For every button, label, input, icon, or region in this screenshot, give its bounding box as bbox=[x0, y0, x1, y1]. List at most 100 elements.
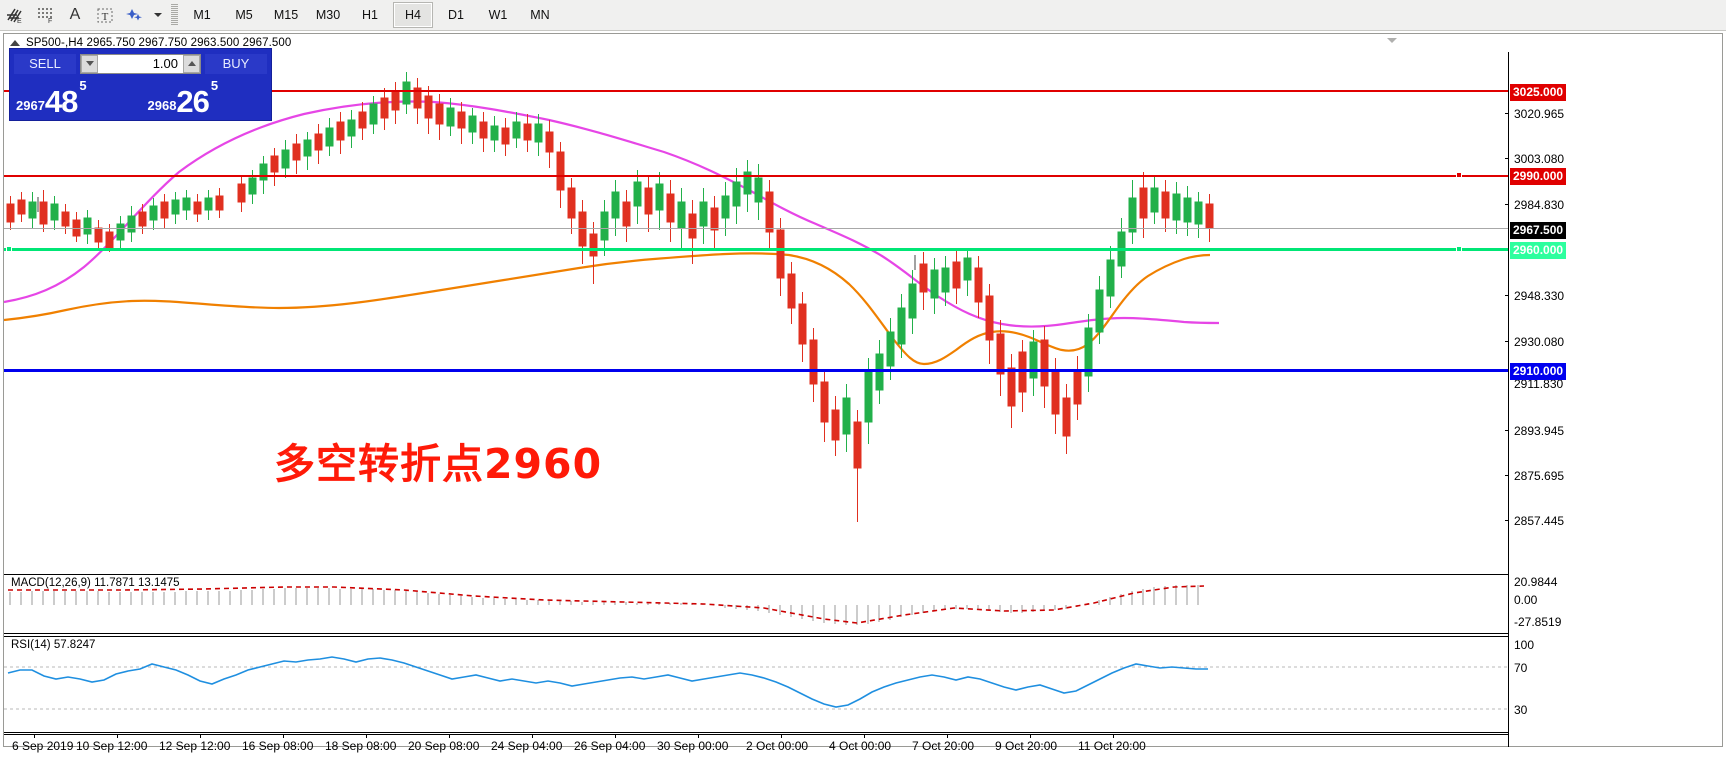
buy-price-big: 26 bbox=[176, 84, 209, 119]
volume-increase-button[interactable] bbox=[183, 54, 200, 73]
time-tick bbox=[366, 734, 367, 738]
rsi-series bbox=[4, 656, 1508, 710]
grid-icon[interactable]: F bbox=[30, 2, 60, 28]
price-plot-area[interactable]: 多空转折点2960 bbox=[4, 52, 1508, 704]
volume-value[interactable]: 1.00 bbox=[152, 56, 178, 71]
price-tick-label: 2948.330 bbox=[1514, 289, 1565, 303]
time-label: 24 Sep 04:00 bbox=[491, 739, 563, 753]
rsi-indicator-panel[interactable]: RSI(14) 57.8247 bbox=[4, 636, 1508, 733]
timeframe-m15[interactable]: M15 bbox=[273, 8, 299, 22]
rsi-scale-100: 100 bbox=[1514, 638, 1535, 652]
axis-tick bbox=[1505, 341, 1509, 342]
price-label-2960[interactable]: 2960.000 bbox=[1510, 242, 1567, 259]
time-axis[interactable]: 6 Sep 2019 10 Sep 12:00 12 Sep 12:00 16 … bbox=[4, 734, 1508, 761]
price-tick-label: 3003.080 bbox=[1514, 152, 1565, 166]
time-label: 16 Sep 08:00 bbox=[242, 739, 314, 753]
volume-decrease-button[interactable] bbox=[81, 54, 98, 73]
price-label-2990[interactable]: 2990.000 bbox=[1510, 168, 1567, 185]
time-tick bbox=[449, 734, 450, 738]
timeframe-m1[interactable]: M1 bbox=[193, 8, 211, 22]
time-tick bbox=[781, 734, 782, 738]
time-tick bbox=[34, 734, 35, 738]
price-label-3025[interactable]: 3025.000 bbox=[1510, 84, 1567, 101]
macd-scale-zero: 0.00 bbox=[1514, 593, 1538, 607]
indicators-icon[interactable]: E bbox=[0, 2, 30, 28]
axis-tick bbox=[1505, 475, 1509, 476]
chevron-down-icon[interactable] bbox=[150, 2, 166, 28]
time-label: 9 Oct 20:00 bbox=[995, 739, 1058, 753]
volume-stepper[interactable]: 1.00 bbox=[80, 53, 201, 74]
chart-annotation-text: 多空转折点2960 bbox=[274, 440, 603, 488]
timeframe-h1[interactable]: H1 bbox=[362, 8, 378, 22]
text-font-icon[interactable]: A bbox=[69, 6, 81, 23]
level-line-2990 bbox=[4, 175, 1508, 177]
time-label: 10 Sep 12:00 bbox=[76, 739, 148, 753]
level-handle-2960-left[interactable] bbox=[6, 246, 12, 252]
timeframe-mn[interactable]: MN bbox=[530, 8, 550, 22]
axis-tick bbox=[1505, 430, 1509, 431]
svg-text:E: E bbox=[17, 18, 22, 24]
text-label-icon[interactable]: T bbox=[90, 2, 120, 28]
price-label-2910[interactable]: 2910.000 bbox=[1510, 363, 1567, 380]
timeframe-d1[interactable]: D1 bbox=[448, 8, 464, 22]
timeframe-m30[interactable]: M30 bbox=[315, 8, 341, 22]
time-tick bbox=[698, 734, 699, 738]
one-click-trading-panel[interactable]: SELL 1.00 BUY 2967 48 5 2968 26 5 bbox=[9, 48, 272, 121]
buy-button[interactable]: BUY bbox=[205, 53, 267, 74]
level-line-2960 bbox=[4, 248, 1508, 251]
price-tick-label: 2875.695 bbox=[1514, 469, 1565, 483]
price-tick-label: 3020.965 bbox=[1514, 107, 1565, 121]
macd-series bbox=[8, 585, 1205, 625]
sell-price-cell[interactable]: 2967 48 5 bbox=[10, 75, 142, 120]
objects-icon[interactable] bbox=[120, 2, 150, 28]
timeframe-w1[interactable]: W1 bbox=[488, 8, 508, 22]
price-axis[interactable]: 3020.965 3003.080 2984.830 2948.330 2930… bbox=[1505, 52, 1722, 747]
main-toolbar: E F A T M1 M5 M15 M30 H1 H4 D1 W1 bbox=[0, 0, 1726, 31]
time-tick bbox=[1030, 734, 1031, 738]
time-label: 4 Oct 00:00 bbox=[829, 739, 892, 753]
time-label: 11 Oct 20:00 bbox=[1078, 739, 1146, 753]
level-line-2910 bbox=[4, 369, 1508, 372]
axis-tick bbox=[1505, 158, 1509, 159]
time-tick bbox=[947, 734, 948, 738]
symbol-ohlc-text: SP500-,H4 2965.750 2967.750 2963.500 296… bbox=[26, 36, 292, 49]
axis-tick bbox=[1505, 520, 1509, 521]
sell-price-integer: 2967 bbox=[16, 98, 45, 113]
time-label: 2 Oct 00:00 bbox=[746, 739, 809, 753]
current-price-line bbox=[4, 228, 1508, 229]
time-tick bbox=[117, 734, 118, 738]
level-handle-2960[interactable] bbox=[1456, 246, 1462, 252]
time-label: 7 Oct 20:00 bbox=[912, 739, 975, 753]
rsi-scale-70: 70 bbox=[1514, 661, 1528, 675]
timeframe-h4[interactable]: H4 bbox=[393, 2, 433, 28]
macd-indicator-panel[interactable]: MACD(12,26,9) 11.7871 13.1475 bbox=[4, 574, 1508, 634]
time-label: 12 Sep 12:00 bbox=[159, 739, 231, 753]
axis-tick bbox=[1505, 204, 1509, 205]
axis-tick bbox=[1505, 113, 1509, 114]
price-label-current[interactable]: 2967.500 bbox=[1510, 222, 1567, 239]
collapse-triangle-icon[interactable] bbox=[10, 39, 20, 46]
price-tick-label: 2911.830 bbox=[1514, 377, 1564, 391]
rsi-scale-30: 30 bbox=[1514, 703, 1528, 717]
price-tick-label: 2857.445 bbox=[1514, 514, 1565, 528]
macd-scale-max: 20.9844 bbox=[1514, 575, 1558, 589]
svg-text:T: T bbox=[102, 11, 109, 23]
price-quote-row: 2967 48 5 2968 26 5 bbox=[10, 75, 271, 120]
trade-controls-row: SELL 1.00 BUY bbox=[10, 49, 271, 75]
time-label: 20 Sep 08:00 bbox=[408, 739, 480, 753]
chevron-down-icon[interactable] bbox=[1387, 38, 1397, 43]
buy-price-fraction: 5 bbox=[210, 78, 219, 93]
price-tick-label: 2893.945 bbox=[1514, 424, 1565, 438]
sell-price-fraction: 5 bbox=[79, 78, 87, 93]
sell-button[interactable]: SELL bbox=[14, 53, 76, 74]
axis-tick bbox=[1505, 295, 1509, 296]
chart-window: SP500-,H4 2965.750 2967.750 2963.500 296… bbox=[3, 33, 1723, 753]
timeframe-m5[interactable]: M5 bbox=[235, 8, 253, 22]
level-handle-2990[interactable] bbox=[1456, 172, 1462, 178]
time-label: 6 Sep 2019 bbox=[12, 739, 74, 753]
buy-price-cell[interactable]: 2968 26 5 bbox=[142, 75, 272, 120]
price-tick-label: 2984.830 bbox=[1514, 198, 1565, 212]
svg-text:F: F bbox=[48, 18, 52, 24]
time-label: 18 Sep 08:00 bbox=[325, 739, 397, 753]
macd-scale-min: -27.8519 bbox=[1514, 615, 1562, 629]
